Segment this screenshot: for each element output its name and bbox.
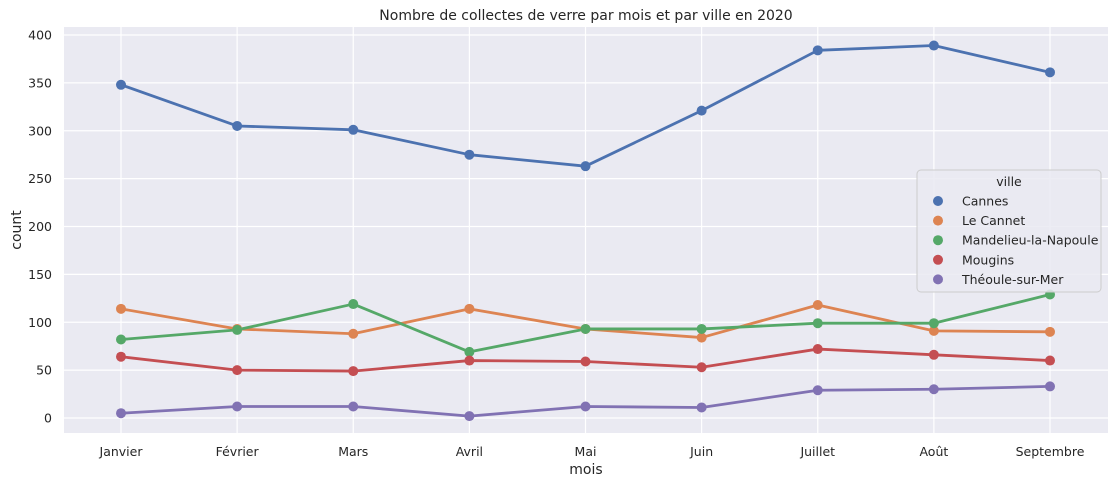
data-point-mougins: [116, 351, 126, 362]
legend: ville Cannes Le Cannet Mandelieu-la-Napoul…: [916, 169, 1102, 293]
y-tick-label: 350: [28, 75, 52, 90]
data-point-mougins: [696, 362, 707, 373]
data-point-le-cannet: [464, 303, 475, 314]
data-point-theoule-sur-mer: [116, 408, 126, 419]
legend-box: [916, 169, 1102, 293]
data-point-cannes: [232, 120, 243, 131]
data-point-mandelieu-la-napoule: [696, 323, 707, 334]
legend-marker: [933, 254, 943, 265]
data-point-mougins: [580, 356, 591, 367]
legend-marker: [933, 215, 943, 226]
data-point-le-cannet: [928, 325, 939, 336]
y-tick-label: 150: [28, 267, 52, 282]
y-tick-label: 200: [28, 219, 52, 234]
series-points: [116, 40, 1055, 422]
y-tick-label: 100: [28, 315, 52, 330]
y-tick-label: 400: [28, 28, 52, 43]
data-point-mougins: [928, 349, 939, 360]
data-point-cannes: [812, 45, 823, 56]
data-point-theoule-sur-mer: [812, 385, 823, 396]
data-point-theoule-sur-mer: [232, 401, 243, 412]
y-tick-label: 250: [28, 171, 52, 186]
chart-title: Nombre de collectes de verre par mois et…: [379, 8, 792, 24]
data-point-mandelieu-la-napoule: [464, 346, 475, 357]
data-point-mougins: [464, 355, 475, 366]
x-tick-label: Février: [216, 444, 260, 459]
legend-entry: Mougins: [962, 252, 1014, 267]
data-point-theoule-sur-mer: [1045, 381, 1055, 392]
legend-marker: [933, 235, 943, 246]
x-tick-label: Juin: [689, 444, 713, 459]
legend-title: ville: [996, 174, 1022, 189]
data-point-le-cannet: [812, 300, 823, 311]
data-point-theoule-sur-mer: [464, 411, 475, 422]
data-point-le-cannet: [348, 328, 359, 339]
data-point-mougins: [232, 365, 243, 376]
data-point-theoule-sur-mer: [696, 402, 707, 413]
data-point-mandelieu-la-napoule: [348, 299, 359, 310]
data-point-mougins: [348, 366, 359, 377]
data-point-theoule-sur-mer: [928, 384, 939, 395]
y-axis-label: count: [9, 210, 25, 250]
data-point-mandelieu-la-napoule: [928, 318, 939, 329]
data-point-mandelieu-la-napoule: [116, 334, 126, 345]
x-tick-label: Mai: [575, 444, 597, 459]
x-axis-ticks: Janvier Février Mars Avril Mai Juin Juillet Aoû…: [99, 444, 1085, 459]
data-point-le-cannet: [696, 332, 707, 343]
data-point-cannes: [464, 149, 475, 160]
x-tick-label: Avril: [456, 444, 483, 459]
legend-marker: [933, 196, 943, 206]
data-point-cannes: [696, 105, 707, 116]
x-tick-label: Juillet: [799, 444, 835, 459]
legend-entry: Le Cannet: [962, 213, 1025, 228]
data-point-theoule-sur-mer: [348, 401, 359, 412]
data-point-le-cannet: [1045, 326, 1055, 337]
legend-entry: Cannes: [962, 194, 1008, 209]
data-point-cannes: [928, 40, 939, 51]
y-axis-ticks: 0 50 100 150 200 250 300 350 400: [28, 28, 52, 426]
legend-entry: Mandelieu-la-Napoule: [962, 233, 1099, 248]
x-tick-label: Janvier: [99, 444, 144, 459]
legend-marker: [933, 274, 943, 285]
x-axis-label: mois: [569, 462, 602, 478]
data-point-mandelieu-la-napoule: [812, 318, 823, 329]
data-point-mandelieu-la-napoule: [232, 324, 243, 335]
data-point-cannes: [348, 124, 359, 135]
data-point-mandelieu-la-napoule: [580, 323, 591, 334]
x-tick-label: Août: [919, 444, 948, 459]
data-point-cannes: [580, 161, 591, 172]
data-point-theoule-sur-mer: [580, 401, 591, 412]
legend-entry: Théoule-sur-Mer: [961, 272, 1064, 287]
data-point-mougins: [1045, 355, 1055, 366]
x-tick-label: Mars: [338, 444, 368, 459]
y-tick-label: 0: [44, 411, 52, 426]
data-point-le-cannet: [116, 303, 126, 314]
data-point-mougins: [812, 344, 823, 355]
data-point-cannes: [1045, 67, 1055, 78]
x-tick-label: Septembre: [1016, 444, 1085, 459]
y-tick-label: 300: [28, 123, 52, 138]
y-tick-label: 50: [36, 363, 52, 378]
data-point-cannes: [116, 79, 126, 90]
